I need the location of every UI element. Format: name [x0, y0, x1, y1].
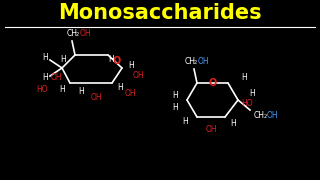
Text: Monosaccharides: Monosaccharides	[58, 3, 262, 23]
Text: H: H	[182, 118, 188, 127]
Text: H: H	[241, 73, 247, 82]
Text: OH: OH	[90, 93, 102, 102]
Text: H: H	[108, 55, 114, 64]
Text: 2: 2	[264, 114, 268, 120]
Text: H: H	[117, 84, 123, 93]
Text: CH: CH	[185, 57, 196, 66]
Text: OH: OH	[80, 28, 92, 37]
Text: OH: OH	[132, 71, 144, 80]
Text: H: H	[78, 87, 84, 96]
Text: OH: OH	[267, 111, 279, 120]
Text: 2: 2	[76, 33, 79, 37]
Text: OH: OH	[205, 125, 217, 134]
Text: H: H	[172, 103, 178, 112]
Text: H: H	[128, 60, 134, 69]
Text: H: H	[172, 91, 178, 100]
Text: O: O	[113, 57, 121, 66]
Text: H: H	[249, 89, 255, 98]
Text: H: H	[59, 86, 65, 94]
Text: H: H	[42, 73, 48, 82]
Text: CH: CH	[67, 28, 78, 37]
Text: OH: OH	[124, 89, 136, 98]
Text: HO: HO	[36, 86, 48, 94]
Text: 2: 2	[194, 60, 197, 66]
Text: H: H	[230, 118, 236, 127]
Text: H: H	[42, 53, 48, 62]
Text: OH: OH	[50, 73, 62, 82]
Text: OH: OH	[198, 57, 210, 66]
Text: HO: HO	[241, 98, 252, 107]
Text: CH: CH	[254, 111, 265, 120]
Text: O: O	[208, 78, 217, 88]
Text: H: H	[60, 55, 66, 64]
